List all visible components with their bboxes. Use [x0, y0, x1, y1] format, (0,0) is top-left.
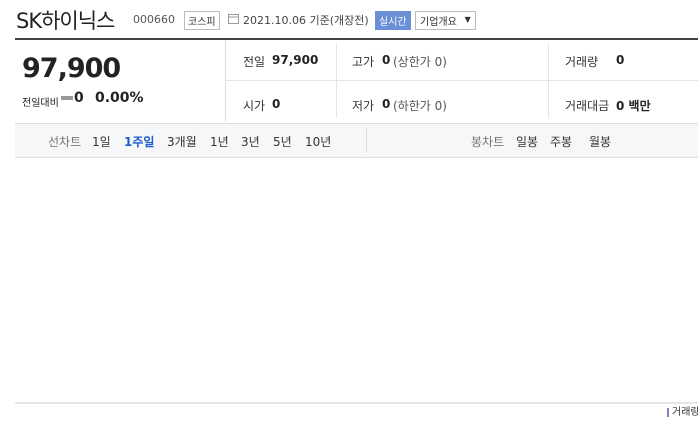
- tab-bar: [15, 123, 698, 158]
- info-value: 0: [616, 53, 625, 67]
- tab-item[interactable]: 주봉: [550, 135, 573, 149]
- volume-legend: 거래량: [672, 406, 698, 418]
- tab-item[interactable]: 일봉: [516, 135, 539, 149]
- info-label: 고가: [352, 55, 375, 69]
- tab-item[interactable]: 월봉: [589, 135, 612, 149]
- flat-icon: [61, 96, 73, 100]
- tab-separator: [366, 127, 367, 153]
- info-label: 시가: [243, 99, 266, 113]
- tab-item[interactable]: 3개월: [167, 135, 197, 149]
- menu-text: 기업개요: [420, 17, 457, 28]
- col-divider: [336, 44, 337, 118]
- volume-legend-swatch: [667, 408, 669, 417]
- info-value: 0: [272, 97, 281, 111]
- tab-item[interactable]: 1주일: [124, 135, 155, 149]
- info-label: 거래량: [565, 55, 599, 69]
- tab-item[interactable]: 10년: [305, 135, 332, 149]
- change-value: 0: [74, 90, 84, 106]
- market-badge: 코스피: [184, 11, 220, 30]
- chart: 거래량: [15, 402, 698, 418]
- tab-item[interactable]: 1일: [92, 135, 111, 149]
- price-box: [15, 40, 226, 122]
- info-note: (하한가 0): [393, 99, 447, 113]
- stock-name: SK하이닉스: [16, 9, 115, 33]
- row-divider: [226, 80, 698, 81]
- company-menu[interactable]: 기업개요 ▼: [415, 11, 476, 30]
- info-label: 거래대금: [565, 99, 610, 113]
- tab-label: 선차트: [48, 135, 82, 149]
- info-label: 전일: [243, 55, 266, 69]
- change-label: 전일대비: [22, 98, 59, 109]
- calendar-icon: 104,120102,245100,36998,49496,618: [228, 14, 239, 24]
- realtime-badge[interactable]: 실시간: [375, 11, 411, 30]
- info-value: 0: [382, 53, 391, 67]
- info-note: (상한가 0): [393, 55, 447, 69]
- change-rate: 0.00%: [95, 90, 144, 106]
- tab-item[interactable]: 5년: [273, 135, 292, 149]
- stock-code: 000660: [133, 13, 175, 26]
- tab-item[interactable]: 1년: [210, 135, 229, 149]
- info-label: 저가: [352, 99, 375, 113]
- info-value: 97,900: [272, 53, 319, 67]
- top-rule: [15, 38, 698, 40]
- base-date: 2021.10.06 기준(개장전): [243, 14, 369, 27]
- tab-label: 봉차트: [471, 135, 505, 149]
- col-divider: [548, 44, 549, 118]
- info-value: 0: [382, 97, 391, 111]
- current-price: 97,900: [22, 53, 121, 84]
- tab-item[interactable]: 3년: [241, 135, 260, 149]
- info-value: 0 백만: [616, 99, 651, 113]
